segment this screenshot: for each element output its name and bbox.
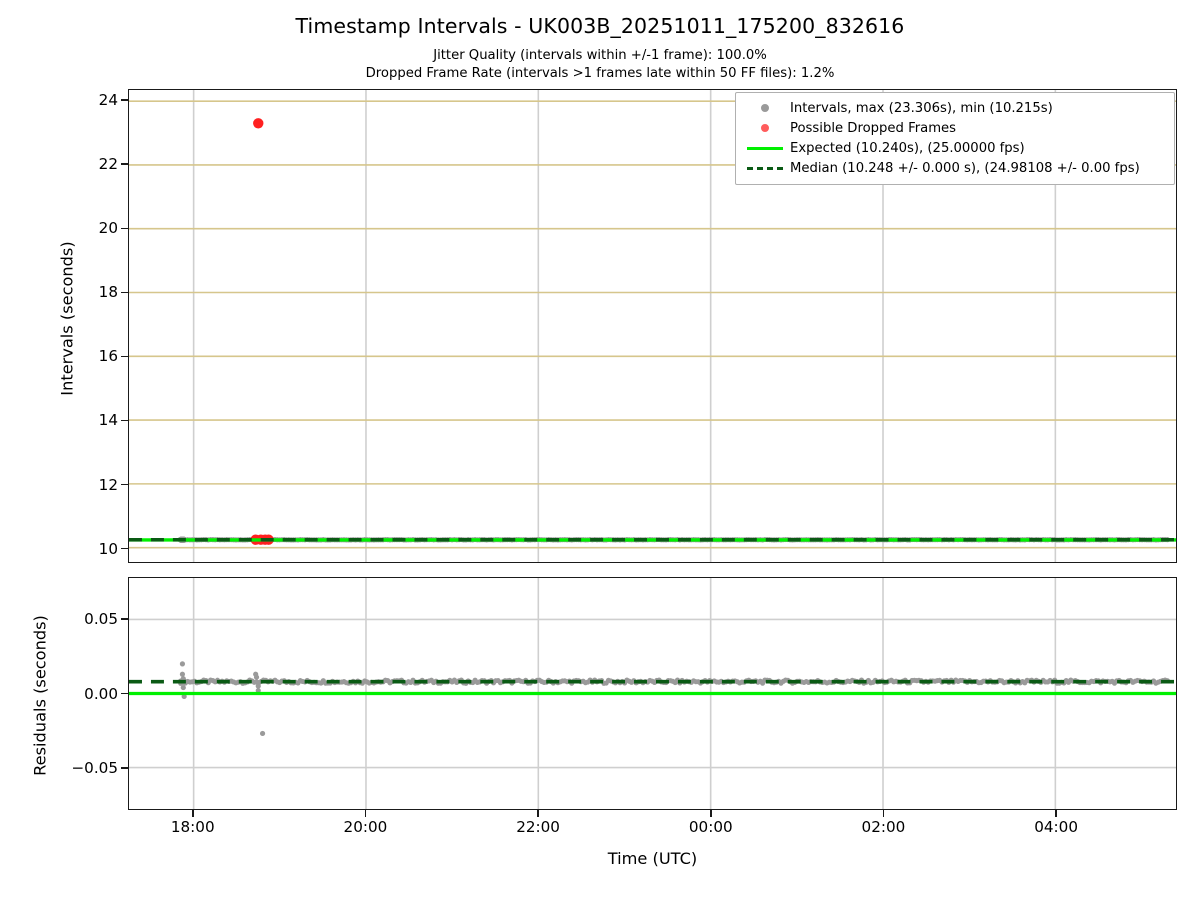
y-tick-label: 14 bbox=[98, 411, 118, 430]
y-tick-label: 12 bbox=[98, 475, 118, 494]
y-tick-mark bbox=[121, 692, 128, 695]
residuals-plot-area bbox=[129, 578, 1176, 809]
legend-marker-dot bbox=[744, 120, 786, 136]
x-tick-label: 22:00 bbox=[516, 818, 560, 836]
y-tick-label: 0.05 bbox=[84, 609, 118, 628]
data-point bbox=[253, 674, 260, 680]
y-tick-label: 18 bbox=[98, 283, 118, 302]
plot-panel-intervals bbox=[128, 89, 1177, 563]
y-tick-mark bbox=[121, 355, 128, 358]
y-tick-labels-intervals: 10 12 14 16 18 20 22 24 bbox=[56, 89, 118, 563]
data-point bbox=[255, 683, 261, 689]
y-tick-label: 16 bbox=[98, 347, 118, 366]
y-tick-mark bbox=[121, 767, 128, 769]
legend-dot-marker-icon bbox=[761, 104, 769, 112]
x-tick-mark bbox=[709, 810, 712, 817]
legend-item[interactable]: Expected (10.240s), (25.00000 fps) bbox=[744, 138, 1166, 158]
x-tick-mark bbox=[1055, 810, 1057, 817]
legend-item[interactable]: Intervals, max (23.306s), min (10.215s) bbox=[744, 98, 1166, 118]
data-point bbox=[179, 661, 186, 667]
chart-legend: Intervals, max (23.306s), min (10.215s) P… bbox=[735, 92, 1175, 185]
legend-label: Possible Dropped Frames bbox=[790, 120, 957, 136]
y-tick-mark bbox=[121, 99, 128, 101]
page-title: Timestamp Intervals - UK003B_20251011_17… bbox=[295, 14, 905, 38]
residual-outlier-points bbox=[179, 661, 266, 737]
legend-label: Expected (10.240s), (25.00000 fps) bbox=[790, 140, 1025, 156]
title-block: Timestamp Intervals - UK003B_20251011_17… bbox=[0, 14, 1200, 82]
legend-label: Intervals, max (23.306s), min (10.215s) bbox=[790, 100, 1053, 116]
y-tick-label: 22 bbox=[98, 155, 118, 174]
x-tick-mark bbox=[882, 810, 885, 817]
data-point bbox=[179, 671, 186, 677]
y-tick-mark bbox=[121, 227, 128, 230]
x-tick-mark bbox=[537, 810, 539, 817]
data-point bbox=[259, 730, 266, 737]
plot-panel-residuals bbox=[128, 577, 1177, 810]
legend-label: Median (10.248 +/- 0.000 s), (24.98108 +… bbox=[790, 160, 1140, 176]
dropped-frame-points bbox=[250, 118, 274, 545]
data-point bbox=[253, 118, 264, 129]
y-tick-mark bbox=[121, 618, 128, 620]
y-tick-labels-residuals: −0.05 0.00 0.05 bbox=[56, 577, 118, 810]
y-tick-mark bbox=[121, 291, 128, 294]
y-tick-mark bbox=[121, 163, 128, 166]
legend-item[interactable]: Possible Dropped Frames bbox=[744, 118, 1166, 138]
y-tick-mark bbox=[121, 483, 128, 486]
legend-dot-marker-icon bbox=[761, 124, 769, 132]
subtitle-jitter-quality: Jitter Quality (intervals within +/-1 fr… bbox=[433, 47, 767, 63]
x-tick-mark bbox=[364, 810, 367, 817]
y-tick-mark bbox=[121, 547, 128, 550]
x-tick-label: 18:00 bbox=[170, 818, 215, 836]
y-tick-label: 24 bbox=[98, 91, 118, 110]
intervals-plot-area bbox=[129, 90, 1176, 562]
y-tick-mark bbox=[121, 419, 128, 422]
y-tick-label: −0.05 bbox=[71, 759, 118, 778]
x-tick-label: 00:00 bbox=[688, 818, 733, 836]
legend-marker-solid-line bbox=[744, 140, 786, 156]
x-axis-label-time: Time (UTC) bbox=[607, 849, 698, 868]
legend-solid-line-icon bbox=[747, 146, 783, 150]
legend-marker-dashed-line bbox=[744, 160, 786, 176]
y-tick-label: 10 bbox=[98, 539, 118, 558]
x-tick-mark bbox=[191, 810, 194, 817]
subtitle-dropped-frame-rate: Dropped Frame Rate (intervals >1 frames … bbox=[365, 66, 835, 82]
data-point bbox=[180, 684, 186, 691]
legend-marker-dot bbox=[744, 100, 786, 116]
x-tick-label: 04:00 bbox=[1034, 818, 1079, 836]
legend-dashed-line-icon bbox=[747, 166, 783, 170]
y-tick-label: 0.00 bbox=[84, 684, 118, 703]
x-tick-label: 02:00 bbox=[861, 818, 906, 836]
x-tick-labels: 18:00 20:00 22:00 00:00 02:00 04:00 bbox=[128, 818, 1177, 842]
x-tick-label: 20:00 bbox=[343, 818, 388, 836]
y-tick-label: 20 bbox=[98, 219, 118, 238]
y-axis-label-residuals: Residuals (seconds) bbox=[30, 615, 50, 776]
legend-item[interactable]: Median (10.248 +/- 0.000 s), (24.98108 +… bbox=[744, 158, 1166, 178]
